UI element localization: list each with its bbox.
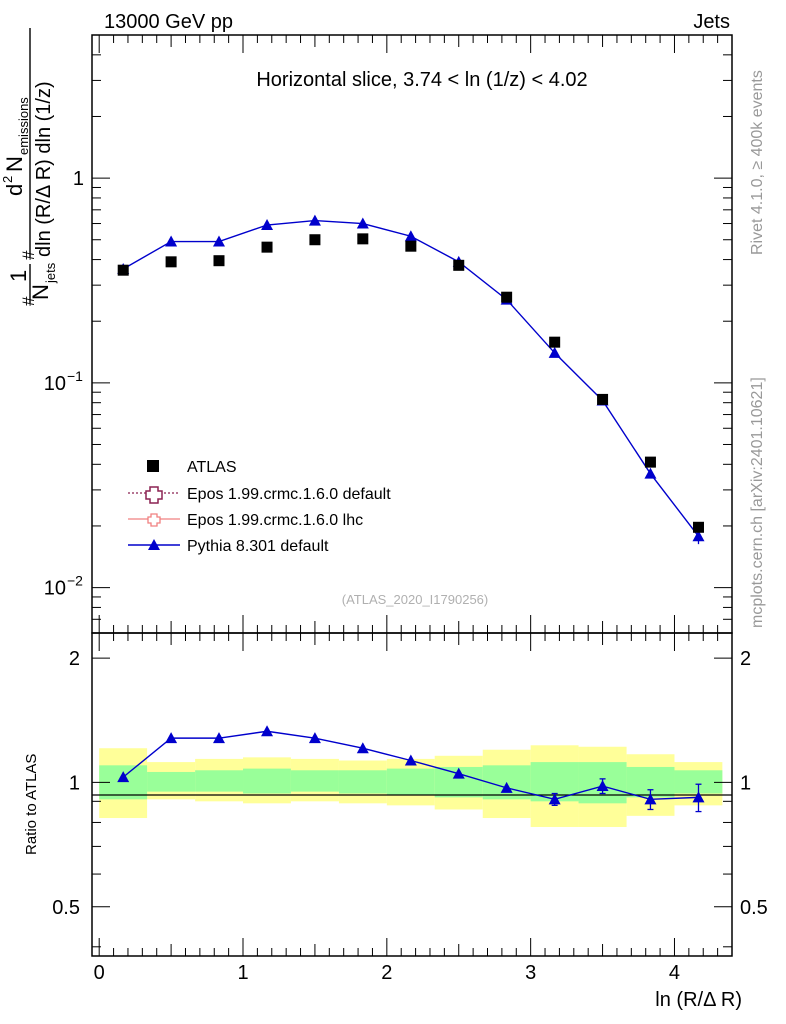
atlas-point — [644, 456, 656, 468]
ratio-ticks — [92, 657, 732, 948]
legend-pythia-marker — [128, 539, 180, 550]
x-tick-label: 3 — [525, 962, 536, 984]
atlas-point — [597, 393, 609, 405]
atlas-point — [692, 521, 704, 533]
legend-epos-lhc-marker — [128, 513, 180, 527]
ratio-pythia-point — [500, 781, 513, 793]
ratio-ytick-label-left: 2 — [69, 648, 80, 670]
side-label-top: Rivet 4.1.0, ≥ 400k events — [749, 70, 766, 255]
pythia-point — [356, 217, 369, 229]
atlas-point — [357, 233, 369, 245]
atlas-point — [405, 240, 417, 252]
x-tick-label: 2 — [381, 962, 392, 984]
atlas-point — [213, 255, 225, 267]
ratio-ytick-label-right: 2 — [740, 648, 751, 670]
ratio-ytick-label-left: 0.5 — [52, 897, 80, 919]
main-ytick-exponent: −1 — [67, 368, 83, 384]
ratio-pythia-point — [692, 791, 705, 803]
ratio-pythia-point — [308, 732, 321, 744]
header-left: 13000 GeV pp — [104, 11, 233, 33]
ratio-band-inner — [290, 770, 339, 792]
legend-epos-lhc-label: Epos 1.99.crmc.1.6.0 lhc — [187, 512, 363, 529]
ylabel-sup2: 2 — [0, 176, 15, 183]
atlas-point — [309, 234, 321, 246]
ratio-pythia-point — [261, 725, 274, 737]
ylabel-hash-2: # — [19, 250, 38, 260]
ratio-ytick-labels: 0.5 0.5 1 1 2 2 — [52, 648, 768, 919]
legend-atlas-marker — [147, 460, 159, 472]
atlas-point — [261, 241, 273, 253]
ratio-pythia-point — [644, 793, 657, 805]
ratio-band-inner — [147, 771, 196, 792]
ratio-ytick-label-right: 0.5 — [740, 897, 768, 919]
pythia-point — [212, 235, 225, 247]
side-label-bottom: mcplots.cern.ch [arXiv:2401.10621] — [749, 377, 766, 628]
main-ytick-labels: 10 −210 −11 — [44, 168, 84, 599]
main-ytick-label: 1 — [73, 168, 84, 190]
ratio-band-inner — [195, 770, 244, 792]
main-ytick-label: 10 — [44, 578, 66, 600]
ylabel-jets-sub: jets — [43, 262, 58, 284]
ylabel-denominator: dln (R/Δ R) dln (1/z) — [33, 81, 55, 257]
ratio-frame — [91, 632, 733, 957]
pythia-point — [261, 219, 274, 231]
chart-title: Horizontal slice, 3.74 < ln (1/z) < 4.02 — [256, 69, 587, 91]
ylabel-em-sub: emissions — [16, 97, 31, 155]
main-ticks — [92, 34, 733, 956]
legend: ATLAS Epos 1.99.crmc.1.6.0 default Epos … — [128, 459, 391, 555]
ylabel-nem: N — [2, 156, 27, 172]
legend-pythia-label: Pythia 8.301 default — [187, 538, 329, 555]
ylabel-njets: N — [28, 284, 53, 300]
legend-atlas-label: ATLAS — [187, 459, 237, 476]
ratio-pythia-point — [452, 767, 465, 779]
pythia-point — [308, 214, 321, 226]
ratio-pythia-point — [117, 771, 130, 783]
ratio-pythia-point — [548, 793, 561, 805]
x-tick-label: 4 — [669, 962, 680, 984]
pythia-point — [548, 346, 561, 358]
atlas-point — [549, 336, 561, 348]
pythia-point — [404, 230, 417, 242]
header-right: Jets — [693, 11, 730, 33]
ratio-band-inner — [338, 770, 387, 794]
x-tick-label: 1 — [237, 962, 248, 984]
pythia-point — [644, 467, 657, 479]
ylabel-one: 1 — [6, 270, 31, 282]
ratio-pythia-point — [212, 732, 225, 744]
main-ytick-label: 10 — [44, 373, 66, 395]
pythia-point — [165, 235, 178, 247]
ratio-ylabel: Ratio to ATLAS — [23, 754, 40, 855]
ratio-band-inner — [243, 768, 291, 794]
ratio-pythia-series — [117, 725, 705, 813]
ylabel-hash-1: # — [19, 296, 38, 306]
ratio-ytick-label-left: 1 — [69, 772, 80, 794]
atlas-series — [117, 233, 704, 533]
atlas-point — [165, 256, 177, 268]
x-axis-label: ln (R/Δ R) — [655, 989, 742, 1011]
legend-epos-default-marker — [128, 486, 180, 504]
ratio-panel: 0.5 0.5 1 1 2 2 0 1 2 3 4 — [52, 632, 768, 984]
legend-epos-default-label: Epos 1.99.crmc.1.6.0 default — [187, 486, 391, 503]
main-panel: 10 −210 −11 Horizontal slice, 3.74 < ln (1… — [44, 34, 733, 956]
ratio-pythia-point — [596, 780, 609, 792]
main-ylabel: # 1 N jets # d 2 N emissions dln (R/Δ R)… — [0, 28, 58, 306]
atlas-point — [117, 264, 129, 276]
x-tick-label: 0 — [94, 962, 105, 984]
x-tick-labels: 0 1 2 3 4 — [94, 962, 680, 984]
ylabel-d2: d — [2, 184, 27, 196]
pythia-point — [692, 530, 705, 542]
ratio-band-inner — [386, 768, 435, 796]
ratio-ytick-label-right: 1 — [740, 772, 751, 794]
ratio-pythia-point — [404, 754, 417, 766]
analysis-watermark: (ATLAS_2020_I1790256) — [342, 592, 488, 607]
atlas-point — [453, 259, 465, 271]
ratio-pythia-point — [165, 732, 178, 744]
atlas-point — [501, 291, 513, 303]
ratio-pythia-point — [356, 742, 369, 754]
ratio-band-inner — [674, 770, 723, 794]
main-ytick-exponent: −2 — [67, 573, 83, 589]
